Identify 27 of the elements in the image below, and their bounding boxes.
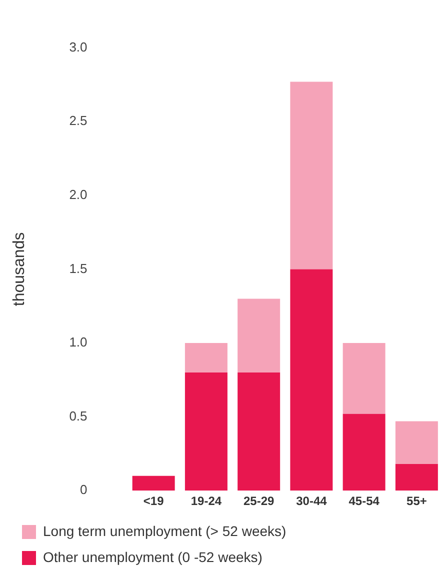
- x-tick-label: 25-29: [243, 494, 274, 508]
- y-axis-title: thousands: [11, 232, 28, 306]
- y-tick-label: 1.0: [69, 334, 88, 350]
- bar: [290, 82, 333, 270]
- y-tick-label: 2.5: [69, 113, 88, 128]
- bar: [184, 372, 228, 491]
- y-tick-label: 1.5: [69, 260, 88, 276]
- bar: [395, 421, 438, 464]
- y-tick-label: 0: [80, 482, 88, 498]
- x-tick-label: 19-24: [190, 494, 222, 508]
- bar: [238, 372, 280, 491]
- legend-label: Other unemployment (0 -52 weeks): [43, 548, 262, 565]
- x-tick-label: <19: [143, 494, 164, 508]
- x-tick-label: 45-54: [348, 494, 380, 508]
- bar: [184, 343, 228, 373]
- x-tick-label: 55+: [406, 494, 427, 508]
- y-tick-label: 0.5: [69, 408, 88, 424]
- y-tick-label: 2.0: [69, 186, 88, 202]
- y-tick-label: 3.0: [69, 39, 88, 54]
- bar: [238, 298, 280, 373]
- x-tick-label: 30-44: [296, 494, 328, 508]
- bar: [342, 414, 386, 491]
- bar: [395, 464, 438, 491]
- bar: [342, 343, 386, 414]
- bar: [290, 269, 333, 491]
- bar: [132, 476, 175, 491]
- legend-label: Long term unemployment (> 52 weeks): [43, 522, 286, 539]
